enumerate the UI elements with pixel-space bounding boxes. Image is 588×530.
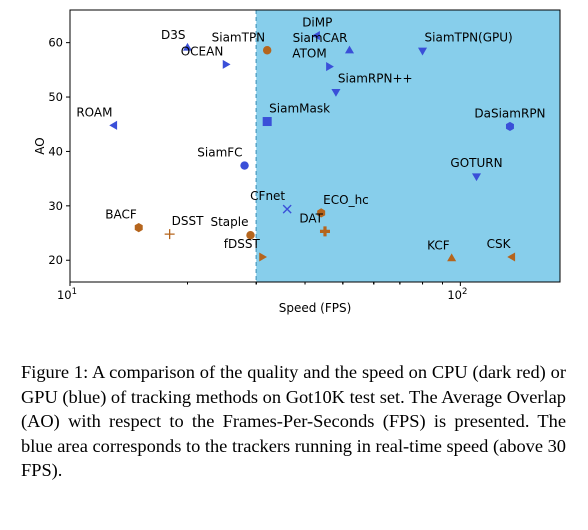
y-tick-label: 60 bbox=[48, 36, 63, 50]
marker-siamtpn bbox=[262, 46, 272, 55]
data-points: DiMP D3S SiamTPN SiamCAR SiamTPN(GPU) OCEAN AT… bbox=[76, 10, 546, 282]
y-axis-ticks: 20 30 40 50 60 bbox=[48, 36, 70, 267]
marker-siammask bbox=[262, 117, 272, 127]
label-kcf: KCF bbox=[427, 239, 450, 253]
marker-dasiamrpn bbox=[505, 121, 514, 132]
label-bacf: BACF bbox=[105, 208, 137, 222]
marker-kcf bbox=[447, 253, 457, 262]
label-dasiamrpn: DaSiamRPN bbox=[474, 106, 545, 120]
label-staple: Staple bbox=[210, 215, 248, 229]
label-d3s: D3S bbox=[161, 28, 186, 42]
scatter-chart: 20 30 40 50 60 101 102 DiMP D3S SiamTPN SiamCAR S… bbox=[33, 9, 561, 315]
figure-caption: Figure 1: A comparison of the quality an… bbox=[21, 362, 566, 480]
marker-fdsst bbox=[259, 252, 268, 262]
label-goturn: GOTURN bbox=[450, 156, 502, 170]
y-tick-label: 20 bbox=[48, 253, 63, 267]
y-tick-label: 50 bbox=[48, 90, 63, 104]
x-axis-label: Speed (FPS) bbox=[279, 301, 352, 315]
figure: 20 30 40 50 60 101 102 DiMP D3S SiamTPN SiamCAR S… bbox=[33, 9, 561, 315]
plot-frame bbox=[69, 9, 561, 283]
label-siamtpn-gpu: SiamTPN(GPU) bbox=[425, 30, 513, 44]
marker-dimp bbox=[312, 31, 320, 41]
marker-eco-hc bbox=[317, 208, 326, 218]
marker-siamrpn bbox=[331, 89, 341, 97]
y-tick-label: 30 bbox=[48, 199, 63, 213]
label-fdsst: fDSST bbox=[224, 237, 261, 251]
label-dat: DAT bbox=[299, 211, 323, 225]
marker-roam bbox=[109, 120, 118, 130]
label-dimp: DiMP bbox=[302, 16, 332, 30]
y-tick-label: 40 bbox=[48, 144, 63, 158]
marker-csk bbox=[507, 252, 516, 262]
marker-siamfc bbox=[240, 161, 249, 170]
label-siammask: SiamMask bbox=[269, 102, 330, 116]
label-eco-hc: ECO_hc bbox=[323, 193, 369, 207]
marker-ocean bbox=[222, 59, 231, 69]
x-tick-label: 101 bbox=[57, 287, 77, 302]
label-ocean: OCEAN bbox=[181, 44, 224, 58]
marker-cfnet bbox=[282, 204, 292, 214]
marker-dsst bbox=[164, 229, 175, 240]
label-dsst: DSST bbox=[172, 214, 204, 228]
label-siamcar: SiamCAR bbox=[293, 31, 348, 45]
marker-staple bbox=[246, 231, 255, 240]
y-axis-label: AO bbox=[33, 137, 47, 154]
marker-dat bbox=[319, 226, 330, 237]
marker-d3s bbox=[182, 42, 193, 51]
label-siamtpn: SiamTPN bbox=[212, 30, 266, 44]
marker-atom bbox=[326, 62, 334, 72]
realtime-region bbox=[256, 10, 560, 282]
marker-siamcar bbox=[344, 45, 355, 54]
marker-goturn bbox=[471, 173, 482, 182]
x-axis-ticks: 101 102 bbox=[57, 282, 467, 302]
label-atom: ATOM bbox=[292, 47, 326, 61]
label-siamrpn: SiamRPN++ bbox=[338, 72, 413, 86]
label-csk: CSK bbox=[487, 237, 512, 251]
label-roam: ROAM bbox=[76, 105, 112, 119]
label-siamfc: SiamFC bbox=[197, 146, 242, 160]
marker-siamtpn-gpu bbox=[418, 47, 428, 56]
x-tick-label: 102 bbox=[447, 287, 467, 302]
label-cfnet: CFnet bbox=[250, 189, 285, 203]
marker-bacf bbox=[134, 223, 143, 233]
